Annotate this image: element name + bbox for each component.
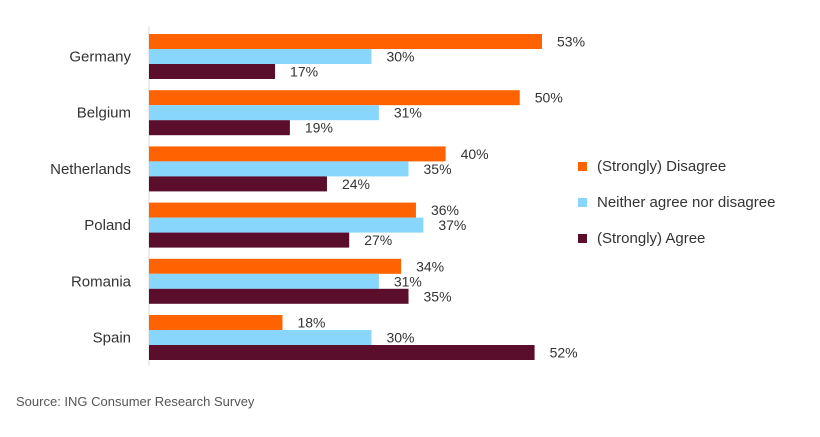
value-label-spain-disagree: 18% bbox=[297, 315, 325, 331]
value-label-netherlands-agree: 24% bbox=[342, 176, 370, 192]
value-label-romania-disagree: 34% bbox=[416, 258, 444, 274]
legend-label-disagree: (Strongly) Disagree bbox=[597, 157, 727, 175]
bar-germany-disagree bbox=[149, 34, 542, 49]
bar-spain-disagree bbox=[149, 315, 283, 330]
bar-spain-neither bbox=[149, 330, 372, 345]
value-label-germany-disagree: 53% bbox=[557, 34, 585, 50]
category-label-germany: Germany bbox=[69, 49, 131, 66]
bar-romania-neither bbox=[149, 273, 379, 289]
bar-spain-agree bbox=[149, 345, 535, 360]
category-label-netherlands: Netherlands bbox=[50, 161, 131, 178]
value-label-spain-neither: 30% bbox=[386, 330, 414, 346]
category-label-spain: Spain bbox=[93, 330, 131, 347]
value-label-netherlands-disagree: 40% bbox=[461, 146, 489, 162]
value-label-belgium-disagree: 50% bbox=[535, 90, 563, 106]
category-label-belgium: Belgium bbox=[77, 105, 131, 122]
bar-netherlands-agree bbox=[149, 176, 327, 192]
legend-item-disagree: (Strongly) Disagree bbox=[578, 148, 775, 184]
bar-poland-disagree bbox=[149, 202, 416, 218]
bar-netherlands-neither bbox=[149, 161, 409, 177]
value-label-germany-neither: 30% bbox=[386, 49, 414, 65]
bar-romania-agree bbox=[149, 288, 409, 304]
source-note: Source: ING Consumer Research Survey bbox=[16, 394, 255, 409]
value-label-belgium-neither: 31% bbox=[394, 105, 422, 121]
bar-belgium-neither bbox=[149, 105, 379, 121]
category-label-romania: Romania bbox=[71, 273, 132, 290]
bar-poland-neither bbox=[149, 217, 424, 233]
legend-swatch-disagree bbox=[578, 161, 587, 171]
value-label-spain-agree: 52% bbox=[550, 345, 578, 361]
bar-poland-agree bbox=[149, 232, 350, 248]
value-label-romania-neither: 31% bbox=[394, 273, 422, 289]
value-label-poland-disagree: 36% bbox=[431, 202, 459, 218]
bar-netherlands-disagree bbox=[149, 146, 446, 162]
legend: (Strongly) Disagree Neither agree nor di… bbox=[578, 148, 775, 256]
legend-label-neither: Neither agree nor disagree bbox=[597, 193, 776, 211]
value-label-netherlands-neither: 35% bbox=[424, 161, 452, 177]
bar-germany-neither bbox=[149, 49, 372, 64]
legend-label-agree: (Strongly) Agree bbox=[597, 229, 706, 247]
legend-item-neither: Neither agree nor disagree bbox=[578, 184, 775, 220]
value-label-belgium-agree: 19% bbox=[305, 120, 333, 136]
value-label-germany-agree: 17% bbox=[290, 64, 318, 80]
legend-swatch-neither bbox=[578, 197, 587, 207]
category-label-poland: Poland bbox=[84, 217, 131, 234]
legend-item-agree: (Strongly) Agree bbox=[578, 220, 775, 256]
value-label-poland-neither: 37% bbox=[438, 217, 466, 233]
legend-swatch-agree bbox=[578, 233, 587, 243]
bar-belgium-disagree bbox=[149, 90, 520, 106]
bar-romania-disagree bbox=[149, 258, 402, 274]
bar-belgium-agree bbox=[149, 120, 290, 136]
value-label-romania-agree: 35% bbox=[424, 288, 452, 304]
bar-germany-agree bbox=[149, 64, 276, 79]
value-label-poland-agree: 27% bbox=[364, 232, 392, 248]
